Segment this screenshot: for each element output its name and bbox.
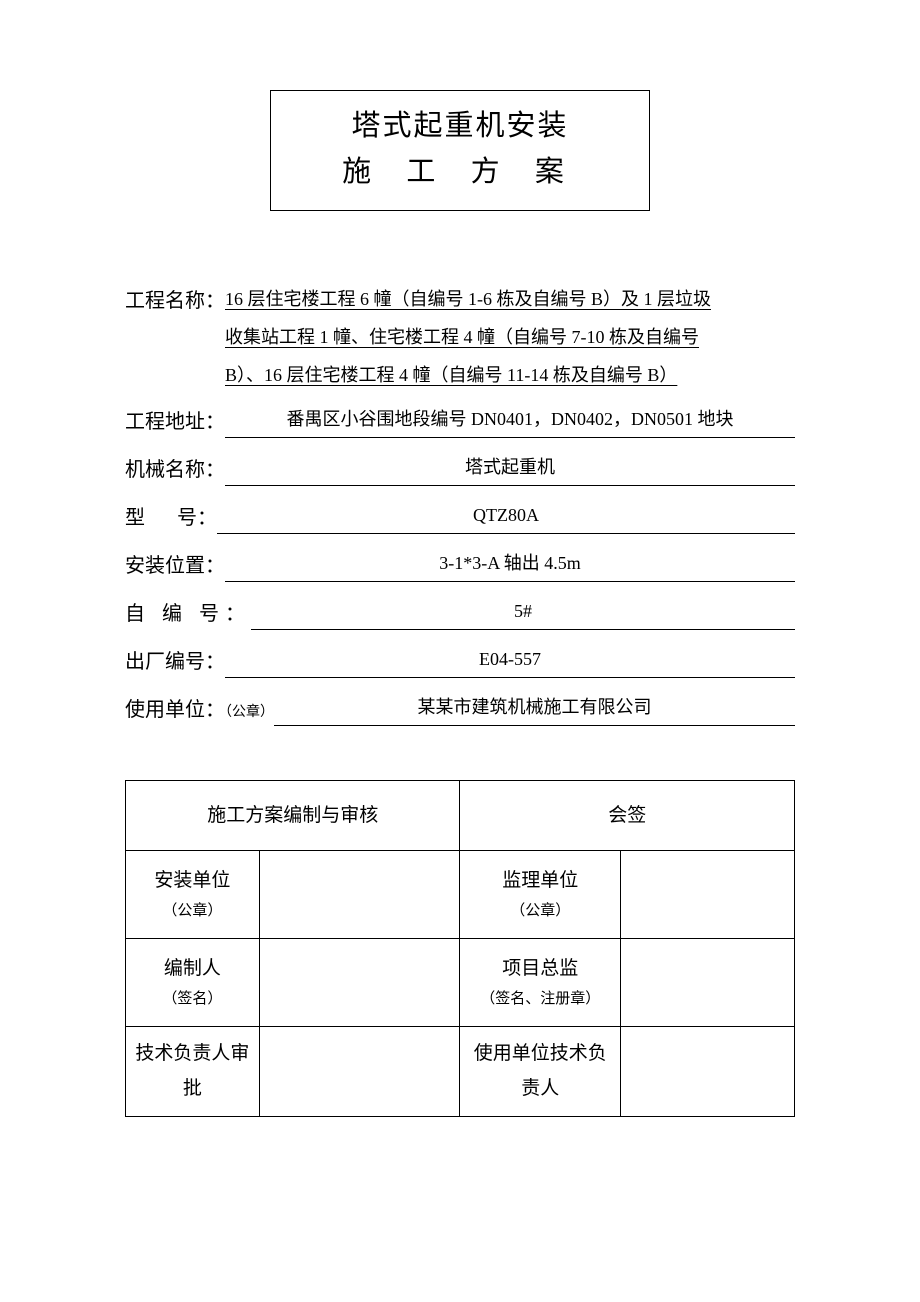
title-line-2: 施 工 方 案 — [281, 151, 639, 195]
project-name-line-3: B）、16 层住宅楼工程 4 幢（自编号 11-14 栋及自编号 B） — [225, 357, 795, 395]
table-header-row: 施工方案编制与审核 会签 — [126, 781, 795, 851]
value-machine-name: 塔式起重机 — [225, 450, 795, 485]
fields-section: 工程名称： 16 层住宅楼工程 6 幢（自编号 1-6 栋及自编号 B）及 1 … — [125, 281, 795, 730]
label-user-unit: 使用单位：（公章） — [125, 690, 274, 730]
approval-table: 施工方案编制与审核 会签 安装单位 （公章） 监理单位 （公章） 编制人 （签名… — [125, 780, 795, 1116]
value-model: QTZ80A — [217, 498, 795, 533]
field-machine-name: 机械名称： 塔式起重机 — [125, 450, 795, 490]
value-project-name: 16 层住宅楼工程 6 幢（自编号 1-6 栋及自编号 B）及 1 层垃圾 收集… — [225, 281, 795, 394]
field-user-unit: 使用单位：（公章） 某某市建筑机械施工有限公司 — [125, 690, 795, 730]
value-install-position: 3-1*3-A 轴出 4.5m — [225, 546, 795, 581]
cell-compiler-label: 编制人 （签名） — [126, 939, 260, 1027]
label-project-address: 工程地址： — [125, 402, 225, 442]
header-left: 施工方案编制与审核 — [126, 781, 460, 851]
value-user-unit: 某某市建筑机械施工有限公司 — [274, 690, 795, 725]
value-wrap-factory-number: E04-557 — [225, 642, 795, 677]
field-model: 型号： QTZ80A — [125, 498, 795, 538]
value-wrap-project-address: 番禺区小谷围地段编号 DN0401，DN0402，DN0501 地块 — [225, 402, 795, 437]
cell-install-unit-label: 安装单位 （公章） — [126, 851, 260, 939]
value-self-number: 5# — [251, 594, 795, 629]
label-self-number: 自 编 号： — [125, 594, 251, 634]
cell-compiler-value — [259, 939, 460, 1027]
project-name-line-1: 16 层住宅楼工程 6 幢（自编号 1-6 栋及自编号 B）及 1 层垃圾 — [225, 281, 795, 319]
cell-install-unit-value — [259, 851, 460, 939]
field-project-name: 工程名称： 16 层住宅楼工程 6 幢（自编号 1-6 栋及自编号 B）及 1 … — [125, 281, 795, 394]
label-install-position: 安装位置： — [125, 546, 225, 586]
value-wrap-install-position: 3-1*3-A 轴出 4.5m — [225, 546, 795, 581]
table-row: 安装单位 （公章） 监理单位 （公章） — [126, 851, 795, 939]
cell-user-tech-label: 使用单位技术负责人 — [460, 1027, 621, 1116]
field-project-address: 工程地址： 番禺区小谷围地段编号 DN0401，DN0402，DN0501 地块 — [125, 402, 795, 442]
cell-user-tech-value — [621, 1027, 795, 1116]
value-project-address: 番禺区小谷围地段编号 DN0401，DN0402，DN0501 地块 — [225, 402, 795, 437]
field-self-number: 自 编 号： 5# — [125, 594, 795, 634]
cell-tech-approver-label: 技术负责人审批 — [126, 1027, 260, 1116]
cell-project-director-label: 项目总监 （签名、注册章） — [460, 939, 621, 1027]
label-model: 型号： — [125, 498, 217, 538]
header-right: 会签 — [460, 781, 795, 851]
label-machine-name: 机械名称： — [125, 450, 225, 490]
label-project-name: 工程名称： — [125, 281, 225, 321]
title-line-1: 塔式起重机安装 — [281, 105, 639, 149]
cell-supervisor-unit-label: 监理单位 （公章） — [460, 851, 621, 939]
field-factory-number: 出厂编号： E04-557 — [125, 642, 795, 682]
label-factory-number: 出厂编号： — [125, 642, 225, 682]
value-factory-number: E04-557 — [225, 642, 795, 677]
cell-tech-approver-value — [259, 1027, 460, 1116]
cell-project-director-value — [621, 939, 795, 1027]
title-box: 塔式起重机安装 施 工 方 案 — [270, 90, 650, 211]
table-row: 技术负责人审批 使用单位技术负责人 — [126, 1027, 795, 1116]
field-install-position: 安装位置： 3-1*3-A 轴出 4.5m — [125, 546, 795, 586]
project-name-line-2: 收集站工程 1 幢、住宅楼工程 4 幢（自编号 7-10 栋及自编号 — [225, 319, 795, 357]
value-wrap-model: QTZ80A — [217, 498, 795, 533]
cell-supervisor-unit-value — [621, 851, 795, 939]
value-wrap-user-unit: 某某市建筑机械施工有限公司 — [274, 690, 795, 725]
value-wrap-self-number: 5# — [251, 594, 795, 629]
table-row: 编制人 （签名） 项目总监 （签名、注册章） — [126, 939, 795, 1027]
value-wrap-machine-name: 塔式起重机 — [225, 450, 795, 485]
